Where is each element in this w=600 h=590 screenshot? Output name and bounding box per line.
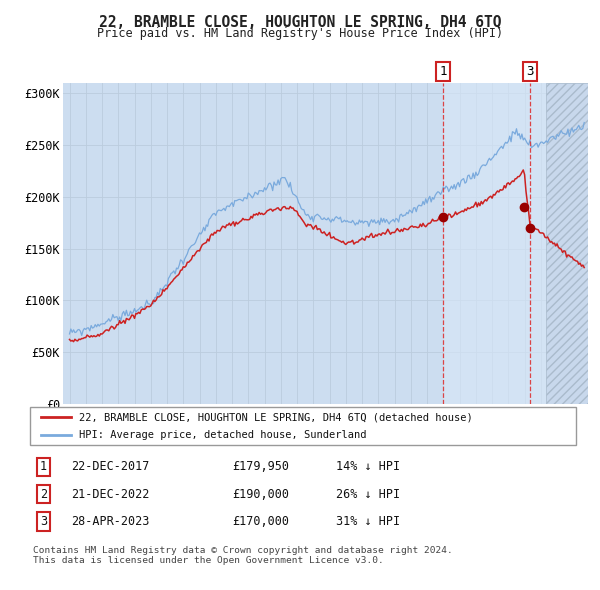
Text: 14% ↓ HPI: 14% ↓ HPI	[336, 460, 400, 473]
Text: 1: 1	[439, 65, 446, 78]
FancyBboxPatch shape	[30, 407, 576, 445]
Text: 28-APR-2023: 28-APR-2023	[71, 515, 149, 528]
Text: 1: 1	[40, 460, 47, 473]
Text: Price paid vs. HM Land Registry's House Price Index (HPI): Price paid vs. HM Land Registry's House …	[97, 27, 503, 40]
Text: 2: 2	[40, 487, 47, 501]
Text: 3: 3	[40, 515, 47, 528]
Text: 3: 3	[526, 65, 533, 78]
Text: £190,000: £190,000	[232, 487, 289, 501]
Bar	[443, 83, 546, 404]
Text: 22-DEC-2017: 22-DEC-2017	[71, 460, 149, 473]
Text: £170,000: £170,000	[232, 515, 289, 528]
Text: HPI: Average price, detached house, Sunderland: HPI: Average price, detached house, Sund…	[79, 430, 367, 440]
Text: 26% ↓ HPI: 26% ↓ HPI	[336, 487, 400, 501]
Text: 21-DEC-2022: 21-DEC-2022	[71, 487, 149, 501]
Text: 22, BRAMBLE CLOSE, HOUGHTON LE SPRING, DH4 6TQ (detached house): 22, BRAMBLE CLOSE, HOUGHTON LE SPRING, D…	[79, 412, 473, 422]
Text: 22, BRAMBLE CLOSE, HOUGHTON LE SPRING, DH4 6TQ: 22, BRAMBLE CLOSE, HOUGHTON LE SPRING, D…	[99, 15, 501, 30]
Text: £179,950: £179,950	[232, 460, 289, 473]
Text: 31% ↓ HPI: 31% ↓ HPI	[336, 515, 400, 528]
Bar	[546, 83, 588, 404]
Text: Contains HM Land Registry data © Crown copyright and database right 2024.
This d: Contains HM Land Registry data © Crown c…	[33, 546, 453, 565]
